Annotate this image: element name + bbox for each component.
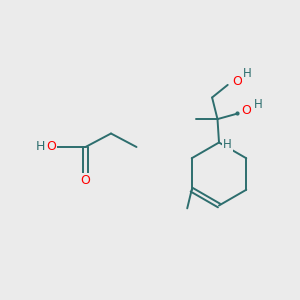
Text: H: H [243, 67, 252, 80]
Text: O: O [81, 173, 90, 187]
Text: O: O [232, 75, 242, 88]
Text: H: H [36, 140, 45, 154]
Text: O: O [241, 104, 251, 117]
Text: H: H [254, 98, 263, 111]
Text: H: H [223, 138, 232, 152]
Text: O: O [46, 140, 56, 154]
